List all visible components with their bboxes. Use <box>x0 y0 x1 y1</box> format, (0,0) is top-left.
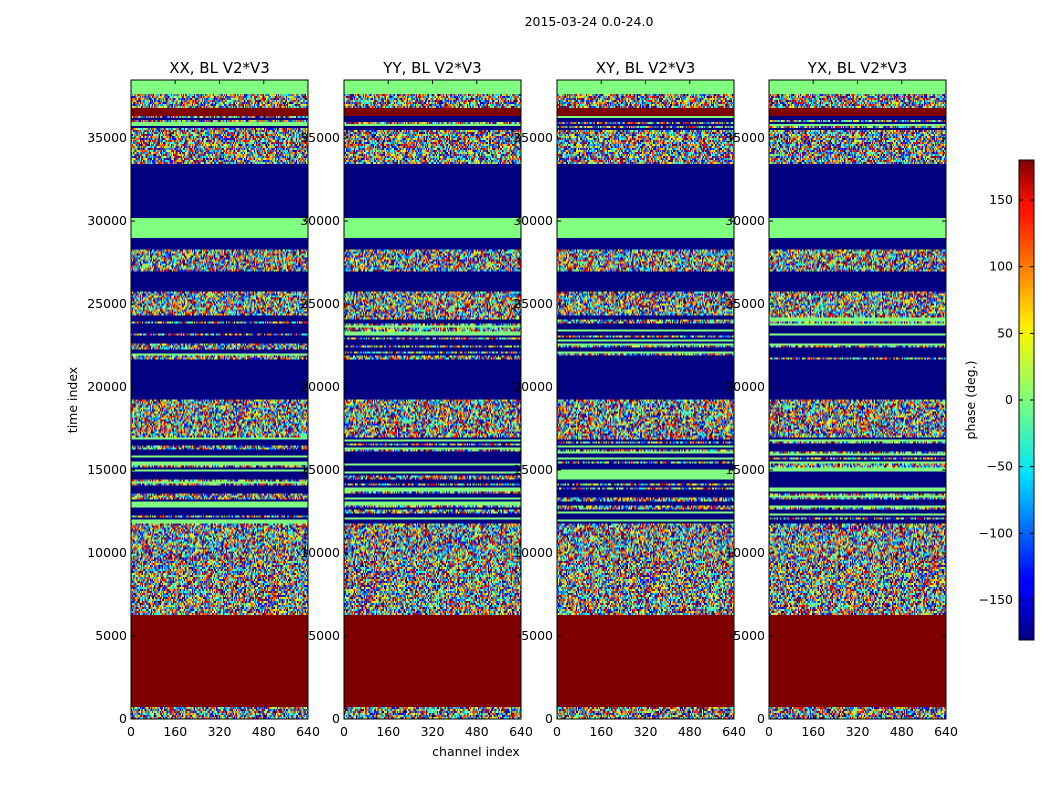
y-tick-label: 0 <box>545 711 553 726</box>
x-tick-label: 640 <box>722 724 746 739</box>
y-tick-label: 5000 <box>95 628 127 643</box>
x-tick-label: 160 <box>589 724 613 739</box>
y-tick-label: 30000 <box>87 213 127 228</box>
y-tick-label: 25000 <box>725 296 765 311</box>
y-tick-label: 20000 <box>300 379 340 394</box>
x-tick-label: 0 <box>553 724 561 739</box>
y-tick-label: 35000 <box>725 130 765 145</box>
y-tick-label: 20000 <box>513 379 553 394</box>
x-tick-label: 160 <box>801 724 825 739</box>
colorbar-label: phase (deg.) <box>963 361 978 440</box>
y-tick-label: 0 <box>332 711 340 726</box>
y-tick-label: 5000 <box>308 628 340 643</box>
heatmap-image <box>769 80 946 719</box>
y-tick-label: 20000 <box>725 379 765 394</box>
y-tick-label: 35000 <box>87 130 127 145</box>
y-tick-label: 10000 <box>300 545 340 560</box>
figure-suptitle: 2015-03-24 0.0-24.0 <box>525 14 654 29</box>
panel-2: YY, BL V2*V3 0 160 320 480 640 0 5000 10000 15000… <box>300 59 533 739</box>
x-tick-label: 320 <box>421 724 445 739</box>
x-tick-label: 640 <box>509 724 533 739</box>
y-tick-label: 30000 <box>725 213 765 228</box>
colorbar-tick-label: 150 <box>989 192 1013 207</box>
y-tick-label: 5000 <box>521 628 553 643</box>
x-tick-label: 480 <box>252 724 276 739</box>
colorbar-ticks: −150 −100 −50 0 50 100 150 <box>979 192 1034 607</box>
y-tick-label: 10000 <box>513 545 553 560</box>
y-tick-label: 0 <box>119 711 127 726</box>
colorbar-tick-label: −150 <box>979 592 1013 607</box>
colorbar-tick-label: −100 <box>979 525 1013 540</box>
x-tick-label: 480 <box>465 724 489 739</box>
y-tick-label: 15000 <box>300 462 340 477</box>
x-tick-label: 160 <box>376 724 400 739</box>
x-tick-label: 320 <box>634 724 658 739</box>
y-tick-label: 15000 <box>87 462 127 477</box>
y-tick-label: 30000 <box>513 213 553 228</box>
panel-3: XY, BL V2*V3 0 160 320 480 640 0 5000 10000 15000… <box>513 59 746 739</box>
x-tick-label: 160 <box>163 724 187 739</box>
colorbar-tick-label: 0 <box>1005 392 1013 407</box>
y-tick-label: 15000 <box>513 462 553 477</box>
x-tick-label: 320 <box>846 724 870 739</box>
x-tick-label: 0 <box>765 724 773 739</box>
heatmap-image <box>344 80 521 719</box>
heatmap-image <box>557 80 734 719</box>
y-tick-label: 25000 <box>513 296 553 311</box>
panel-1: XX, BL V2*V3 0 160 320 480 640 0 5000 10000 15000… <box>87 59 320 739</box>
panels: XX, BL V2*V3 0 160 320 480 640 0 5000 10000 15000… <box>87 59 958 739</box>
panel-title: XY, BL V2*V3 <box>596 59 696 77</box>
panel-title: XX, BL V2*V3 <box>169 59 270 77</box>
y-tick-label: 35000 <box>300 130 340 145</box>
panel-title: YX, BL V2*V3 <box>807 59 908 77</box>
y-tick-label: 25000 <box>87 296 127 311</box>
x-tick-label: 480 <box>678 724 702 739</box>
y-tick-label: 35000 <box>513 130 553 145</box>
y-tick-label: 15000 <box>725 462 765 477</box>
y-tick-label: 5000 <box>733 628 765 643</box>
x-tick-label: 480 <box>890 724 914 739</box>
x-tick-label: 0 <box>127 724 135 739</box>
x-tick-label: 640 <box>934 724 958 739</box>
x-tick-label: 320 <box>208 724 232 739</box>
colorbar-tick-label: 50 <box>997 325 1013 340</box>
panel-title: YY, BL V2*V3 <box>382 59 481 77</box>
heatmap-image <box>131 80 308 719</box>
y-tick-label: 20000 <box>87 379 127 394</box>
x-tick-label: 640 <box>296 724 320 739</box>
y-axis-label: time index <box>65 367 80 433</box>
y-tick-label: 0 <box>757 711 765 726</box>
panel-4: YX, BL V2*V3 0 160 320 480 640 0 5000 10000 15000… <box>725 59 958 739</box>
y-tick-label: 10000 <box>87 545 127 560</box>
colorbar-tick-label: 100 <box>989 259 1013 274</box>
x-axis-label: channel index <box>432 744 520 759</box>
y-tick-label: 10000 <box>725 545 765 560</box>
colorbar-tick-label: −50 <box>987 459 1013 474</box>
y-tick-label: 25000 <box>300 296 340 311</box>
x-tick-label: 0 <box>340 724 348 739</box>
y-tick-label: 30000 <box>300 213 340 228</box>
colorbar: −150 −100 −50 0 50 100 150 phase (deg.) <box>963 159 1035 641</box>
